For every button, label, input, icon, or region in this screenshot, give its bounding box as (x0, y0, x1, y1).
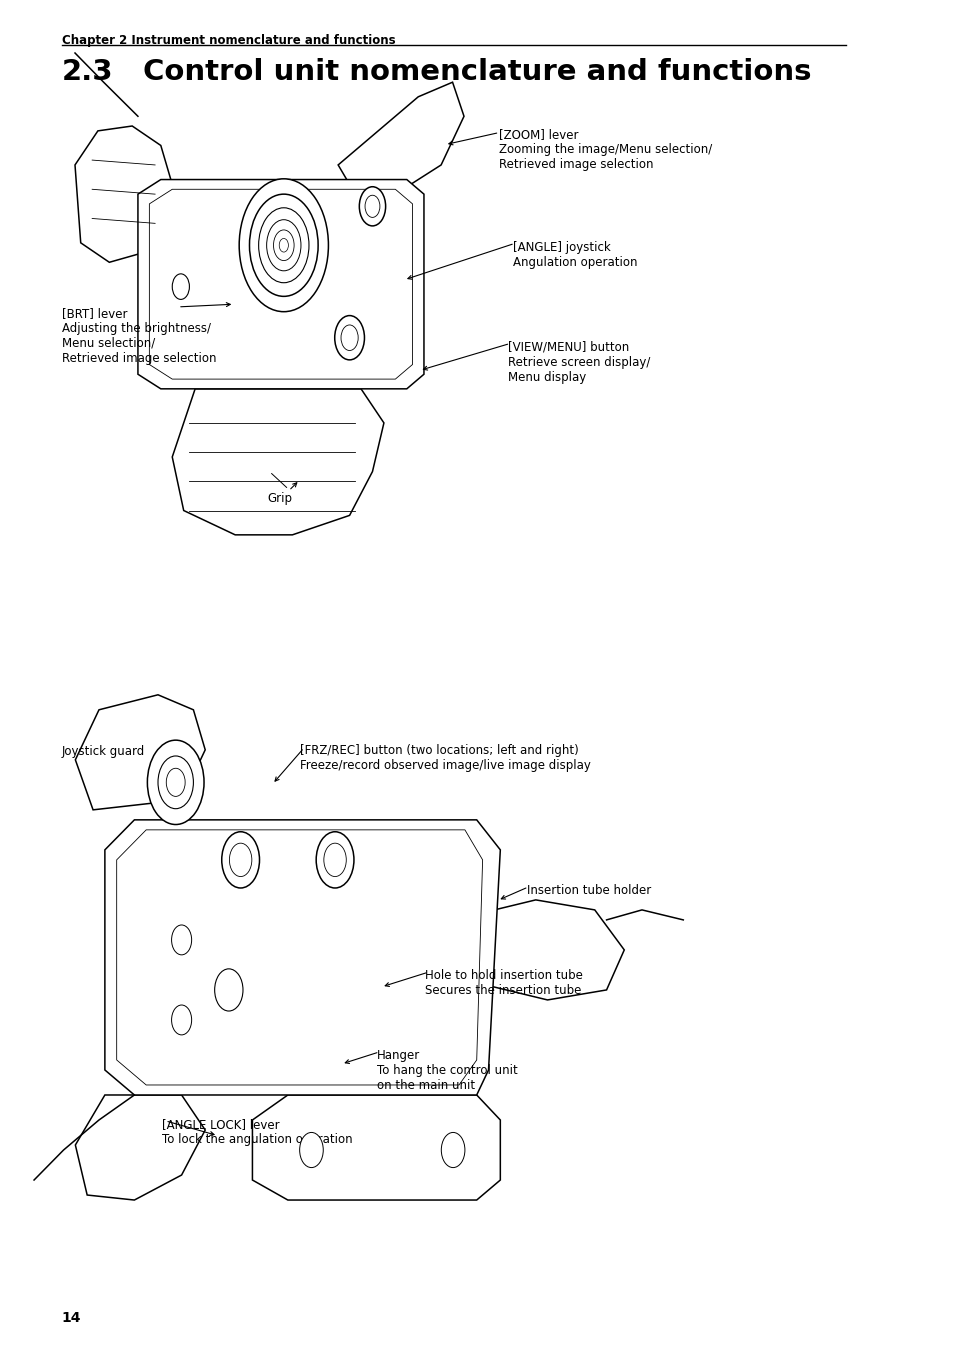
Circle shape (335, 315, 364, 360)
Circle shape (229, 844, 252, 876)
Circle shape (172, 925, 192, 955)
Circle shape (279, 238, 288, 251)
Circle shape (441, 1133, 464, 1168)
Circle shape (147, 740, 204, 825)
Text: [VIEW/MENU] button
Retrieve screen display/
Menu display: [VIEW/MENU] button Retrieve screen displ… (508, 341, 650, 384)
Text: Chapter 2 Instrument nomenclature and functions: Chapter 2 Instrument nomenclature and fu… (62, 34, 395, 47)
Circle shape (323, 844, 346, 876)
Polygon shape (253, 1095, 499, 1201)
Text: Hole to hold insertion tube
Secures the insertion tube: Hole to hold insertion tube Secures the … (424, 969, 582, 998)
Text: [ANGLE LOCK] lever
To lock the angulation operation: [ANGLE LOCK] lever To lock the angulatio… (161, 1118, 352, 1146)
Circle shape (221, 831, 259, 888)
Polygon shape (172, 389, 383, 535)
Polygon shape (138, 180, 423, 389)
Circle shape (239, 178, 328, 312)
Circle shape (214, 969, 243, 1011)
Polygon shape (337, 82, 463, 195)
Polygon shape (75, 695, 205, 810)
Circle shape (172, 1005, 192, 1034)
Text: Grip: Grip (268, 492, 293, 506)
Text: [BRT] lever
Adjusting the brightness/
Menu selection/
Retrieved image selection: [BRT] lever Adjusting the brightness/ Me… (62, 307, 216, 365)
Circle shape (315, 831, 354, 888)
Text: [ZOOM] lever
Zooming the image/Menu selection/
Retrieved image selection: [ZOOM] lever Zooming the image/Menu sele… (498, 128, 712, 172)
Circle shape (359, 187, 385, 226)
Circle shape (172, 274, 190, 299)
Text: Joystick guard: Joystick guard (62, 745, 145, 758)
Circle shape (250, 195, 317, 296)
Circle shape (274, 230, 294, 261)
Text: 2.3: 2.3 (62, 58, 113, 87)
Polygon shape (75, 126, 172, 262)
Circle shape (365, 195, 379, 218)
Circle shape (267, 220, 300, 270)
Circle shape (158, 756, 193, 808)
Text: [ANGLE] joystick
Angulation operation: [ANGLE] joystick Angulation operation (513, 241, 637, 269)
Text: Control unit nomenclature and functions: Control unit nomenclature and functions (143, 58, 811, 87)
Polygon shape (75, 1095, 205, 1201)
Circle shape (299, 1133, 323, 1168)
Text: 14: 14 (62, 1311, 81, 1325)
Circle shape (258, 208, 309, 283)
Polygon shape (453, 900, 623, 1000)
Circle shape (166, 768, 185, 796)
Text: Insertion tube holder: Insertion tube holder (526, 884, 650, 898)
Circle shape (340, 324, 357, 350)
Polygon shape (105, 819, 499, 1095)
Text: [FRZ/REC] button (two locations; left and right)
Freeze/record observed image/li: [FRZ/REC] button (two locations; left an… (299, 744, 590, 772)
Text: Hanger
To hang the control unit
on the main unit: Hanger To hang the control unit on the m… (376, 1049, 517, 1092)
